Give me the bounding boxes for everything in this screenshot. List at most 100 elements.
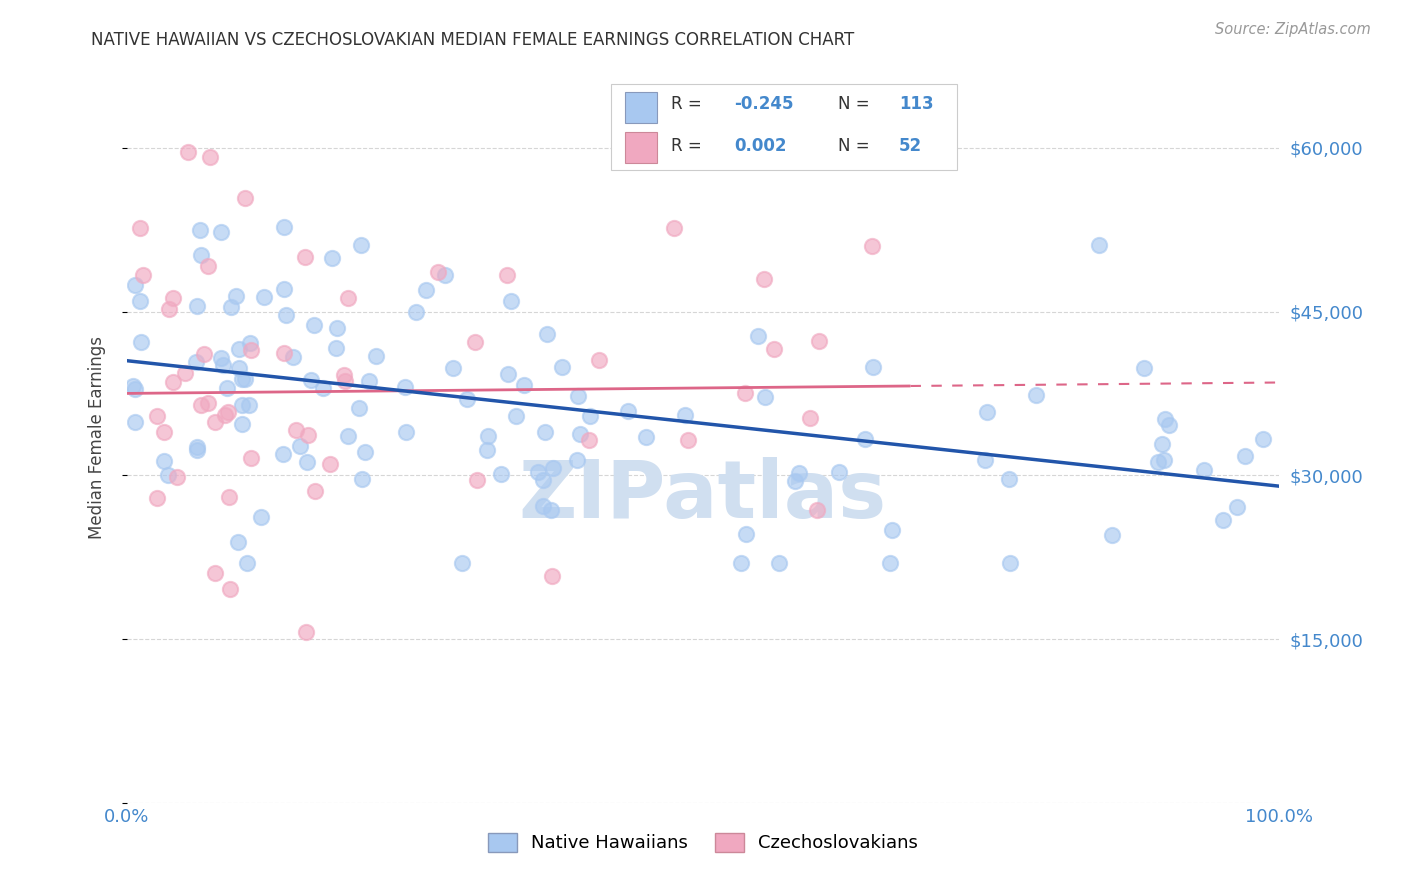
Point xyxy=(754,390,776,404)
Point xyxy=(531,473,554,487)
Point xyxy=(225,289,247,303)
FancyBboxPatch shape xyxy=(610,84,956,170)
Text: NATIVE HAWAIIAN VS CZECHOSLOVAKIAN MEDIAN FEMALE EARNINGS CORRELATION CHART: NATIVE HAWAIIAN VS CZECHOSLOVAKIAN MEDIA… xyxy=(91,31,855,49)
Point xyxy=(879,556,901,570)
Point xyxy=(540,569,562,583)
Point xyxy=(789,466,811,480)
Point xyxy=(1147,455,1170,469)
Point xyxy=(121,378,143,392)
Point xyxy=(153,453,176,467)
Point xyxy=(465,474,488,488)
Point xyxy=(231,417,253,431)
Point xyxy=(1153,412,1175,426)
Point xyxy=(239,336,262,351)
Point xyxy=(862,359,884,374)
Point xyxy=(551,359,574,374)
Point xyxy=(352,472,374,486)
Point xyxy=(527,465,550,479)
Point xyxy=(734,385,756,400)
Point xyxy=(974,453,997,467)
Point xyxy=(304,484,326,499)
Point xyxy=(128,293,150,308)
Point xyxy=(176,145,198,160)
Text: -0.245: -0.245 xyxy=(734,95,793,113)
Point xyxy=(197,395,219,409)
Point xyxy=(477,429,499,443)
Point xyxy=(588,353,610,368)
Point xyxy=(513,378,536,392)
Point xyxy=(415,283,437,297)
Point xyxy=(325,341,347,355)
Text: N =: N = xyxy=(838,137,875,155)
Text: 52: 52 xyxy=(898,137,922,155)
Point xyxy=(209,225,232,239)
Point xyxy=(579,409,602,424)
Point xyxy=(336,291,359,305)
Point xyxy=(190,398,212,412)
Point xyxy=(807,334,830,348)
Text: 113: 113 xyxy=(898,95,934,113)
Point xyxy=(218,491,240,505)
Point xyxy=(350,238,373,252)
FancyBboxPatch shape xyxy=(624,92,657,122)
Point xyxy=(1212,513,1234,527)
Point xyxy=(217,404,239,418)
Text: N =: N = xyxy=(838,95,875,113)
Legend: Native Hawaiians, Czechoslovakians: Native Hawaiians, Czechoslovakians xyxy=(481,826,925,860)
Point xyxy=(204,566,226,581)
Point xyxy=(214,408,236,422)
Point xyxy=(197,259,219,273)
Point xyxy=(131,334,153,349)
FancyBboxPatch shape xyxy=(624,133,657,163)
Point xyxy=(464,334,486,349)
Point xyxy=(204,415,226,429)
Point xyxy=(828,466,851,480)
Point xyxy=(395,425,418,440)
Point xyxy=(281,350,304,364)
Point xyxy=(249,510,271,524)
Point xyxy=(333,368,356,383)
Point xyxy=(1153,453,1175,467)
Point xyxy=(190,248,212,262)
Point xyxy=(1233,450,1256,464)
Point xyxy=(228,342,250,356)
Point xyxy=(799,411,821,425)
Point xyxy=(321,251,343,265)
Point xyxy=(145,491,167,505)
Text: ZIPatlas: ZIPatlas xyxy=(519,457,887,534)
Point xyxy=(489,467,512,482)
Point xyxy=(233,372,256,386)
Point xyxy=(762,342,785,356)
Point xyxy=(198,150,221,164)
Point xyxy=(496,367,519,381)
Text: R =: R = xyxy=(671,95,707,113)
Point xyxy=(211,358,233,372)
Point xyxy=(215,381,238,395)
Point xyxy=(662,220,685,235)
Point xyxy=(228,361,250,376)
Point xyxy=(124,278,146,293)
Point xyxy=(233,191,256,205)
Point xyxy=(302,318,325,333)
Point xyxy=(226,535,249,549)
Point xyxy=(128,221,150,235)
Point xyxy=(231,398,253,412)
Point xyxy=(162,375,184,389)
Point xyxy=(273,220,295,235)
Point xyxy=(634,430,657,444)
Point xyxy=(319,457,342,471)
Point xyxy=(976,405,998,419)
Point xyxy=(188,223,211,237)
Point xyxy=(157,301,180,316)
Point xyxy=(335,374,357,388)
Point xyxy=(221,300,243,314)
Point xyxy=(569,427,592,442)
Point xyxy=(156,467,179,482)
Point xyxy=(531,499,554,513)
Point xyxy=(735,527,758,541)
Point xyxy=(860,239,883,253)
Point xyxy=(783,475,806,489)
Point xyxy=(240,450,263,465)
Point xyxy=(162,291,184,305)
Point xyxy=(505,409,527,424)
